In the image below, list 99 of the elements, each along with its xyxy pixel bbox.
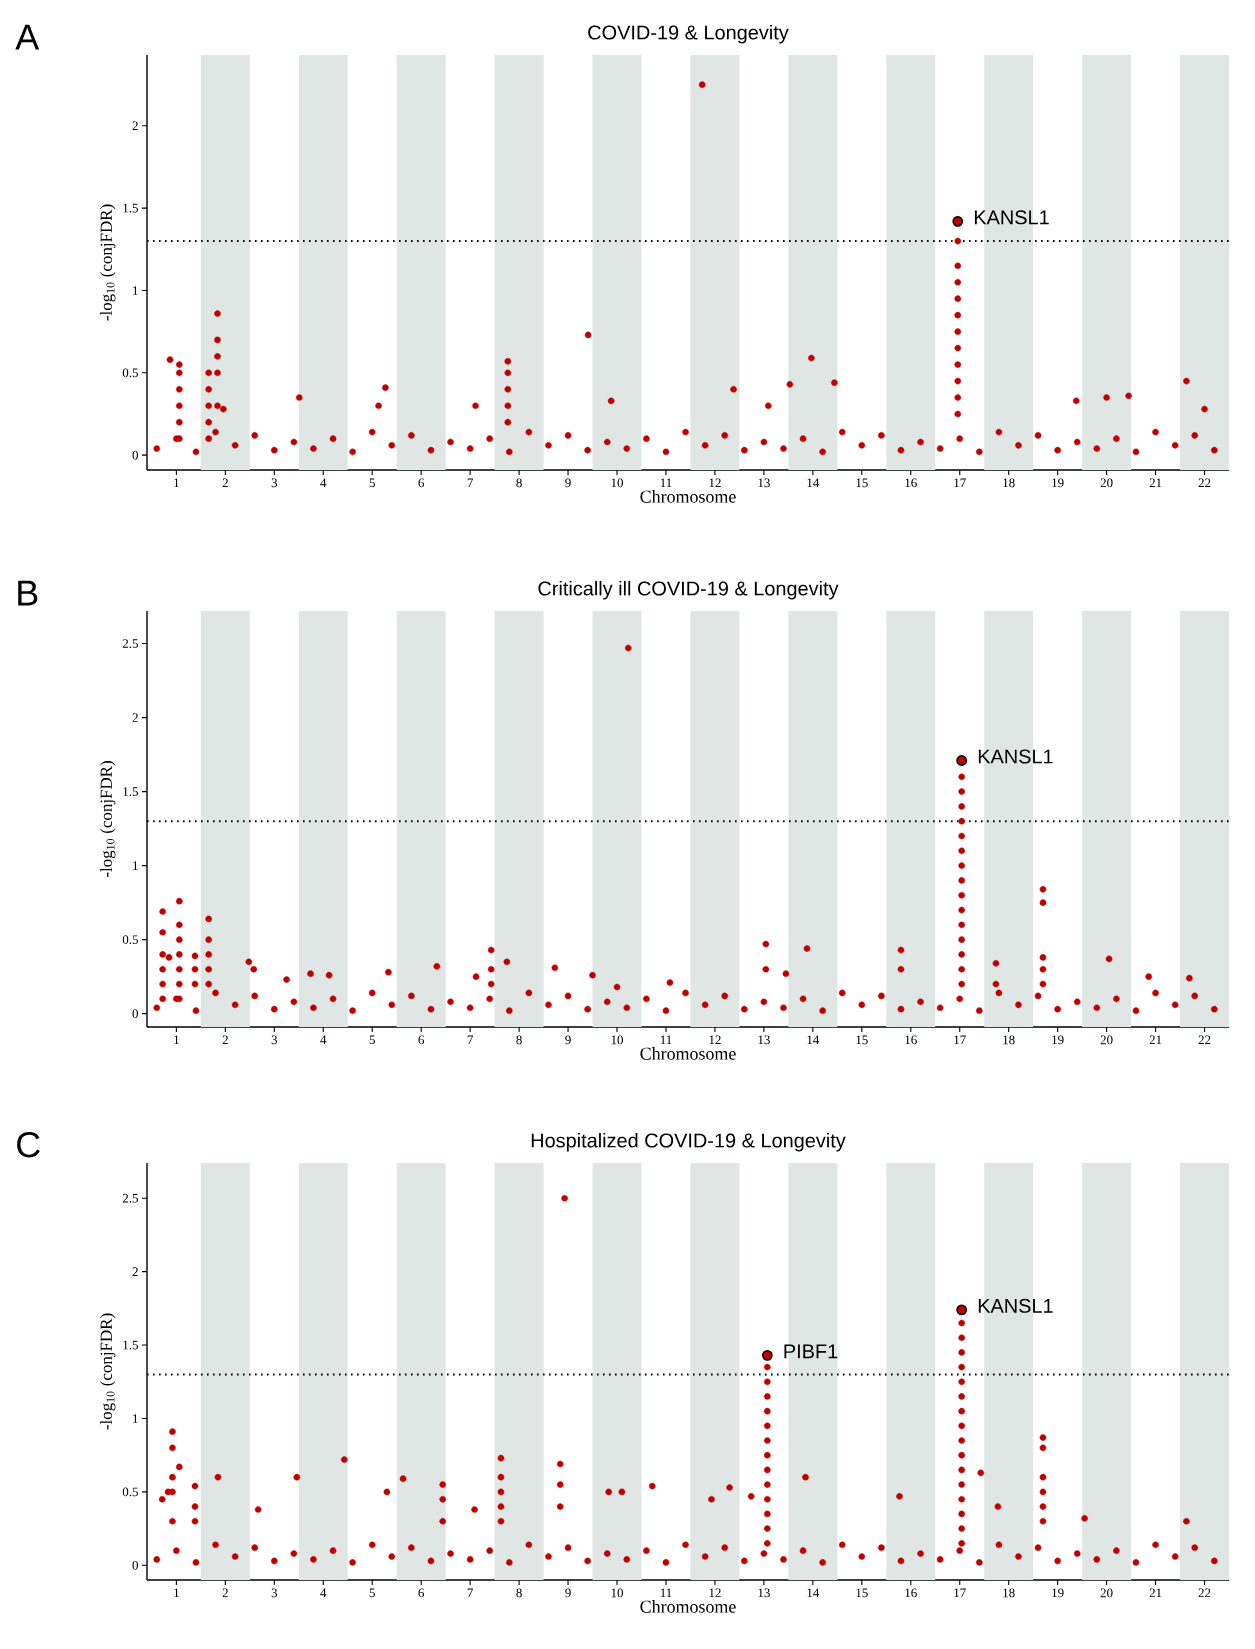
x-tick-label: 1 xyxy=(174,1588,179,1598)
x-tick-label: 12 xyxy=(709,478,721,488)
x-tick-label: 20 xyxy=(1100,478,1113,488)
x-axis-title: Chromosome xyxy=(640,490,736,503)
x-tick-label: 5 xyxy=(369,1035,375,1045)
x-tick-label: 13 xyxy=(758,478,770,488)
y-tick-label: 0 xyxy=(132,1560,138,1570)
y-tick-label: 2.5 xyxy=(122,639,138,648)
x-tick-label: 18 xyxy=(1003,1035,1015,1045)
y-tick-label: 1 xyxy=(133,286,138,295)
x-tick-label: 17 xyxy=(954,1035,966,1045)
annotation: KANSL1 xyxy=(974,210,1049,225)
x-tick-label: 7 xyxy=(467,1035,474,1044)
x-tick-label: 11 xyxy=(660,1588,672,1598)
y-tick-label: 0 xyxy=(132,450,138,460)
x-tick-label: 9 xyxy=(565,1588,571,1598)
x-tick-label: 17 xyxy=(954,1588,966,1598)
x-tick-label: 11 xyxy=(660,1035,672,1045)
x-tick-label: 15 xyxy=(856,1588,868,1598)
x-tick-label: 13 xyxy=(758,1588,770,1598)
x-tick-label: 4 xyxy=(320,478,327,488)
y-tick-label: 1 xyxy=(133,861,138,870)
chart-title: Critically ill COVID-19 & Longevity xyxy=(538,580,839,600)
y-tick-label: 2 xyxy=(132,1267,138,1276)
x-tick-label: 21 xyxy=(1149,1588,1162,1598)
x-tick-label: 9 xyxy=(565,478,571,488)
x-tick-label: 22 xyxy=(1198,1035,1211,1045)
x-tick-label: 6 xyxy=(418,1035,425,1045)
x-tick-label: 16 xyxy=(905,478,917,488)
annotation: KANSL1 xyxy=(978,1298,1053,1313)
y-tick-label: 2.5 xyxy=(122,1193,138,1203)
x-tick-label: 8 xyxy=(516,478,522,488)
x-axis-title: Chromosome xyxy=(640,1047,736,1060)
x-tick-label: 15 xyxy=(856,478,868,488)
x-tick-label: 7 xyxy=(467,478,474,487)
x-tick-label: 8 xyxy=(516,1588,522,1598)
x-tick-label: 15 xyxy=(856,1035,868,1045)
y-axis-title: -log$_{10}$ (conjFDR) xyxy=(100,761,116,877)
x-tick-label: 19 xyxy=(1052,1035,1064,1045)
x-tick-label: 12 xyxy=(709,1035,721,1045)
y-axis-title: -log$_{10}$ (conjFDR) xyxy=(100,1313,116,1430)
y-axis-title: -log$_{10}$ (conjFDR) xyxy=(100,204,116,321)
y-tick-label: 0 xyxy=(132,1009,138,1019)
x-tick-label: 3 xyxy=(271,1035,278,1045)
text: B xyxy=(18,580,38,606)
x-tick-label: 6 xyxy=(418,1588,425,1598)
x-tick-label: 12 xyxy=(709,1588,721,1598)
y-tick-label: 1.5 xyxy=(123,787,138,796)
chart-title: Hospitalized COVID-19 & Longevity xyxy=(531,1132,846,1152)
x-tick-label: 4 xyxy=(320,1588,327,1598)
x-axis-title: Chromosome xyxy=(640,1600,736,1613)
x-tick-label: 4 xyxy=(320,1035,327,1045)
text: A xyxy=(15,24,40,50)
text: C xyxy=(17,1132,40,1158)
x-tick-label: 14 xyxy=(807,1588,820,1598)
x-tick-label: 8 xyxy=(516,1035,522,1045)
x-tick-label: 11 xyxy=(660,478,672,488)
chart-title: COVID-19 & Longevity xyxy=(588,24,789,44)
y-tick-label: 1.5 xyxy=(123,1340,138,1350)
x-tick-label: 1 xyxy=(174,1035,179,1045)
x-tick-label: 20 xyxy=(1100,1588,1113,1598)
x-tick-label: 19 xyxy=(1052,478,1064,488)
y-tick-label: 0.5 xyxy=(122,368,138,378)
annotation: KANSL1 xyxy=(978,749,1053,764)
x-tick-label: 13 xyxy=(758,1035,770,1045)
x-tick-label: 20 xyxy=(1100,1035,1113,1045)
x-tick-label: 2 xyxy=(222,1035,228,1045)
x-tick-label: 10 xyxy=(611,1035,623,1045)
x-tick-label: 6 xyxy=(418,478,425,488)
x-tick-label: 14 xyxy=(807,1035,820,1045)
x-tick-label: 17 xyxy=(954,478,966,488)
x-tick-label: 10 xyxy=(611,1588,623,1598)
x-tick-label: 9 xyxy=(565,1035,571,1045)
x-tick-label: 3 xyxy=(271,1588,278,1598)
x-tick-label: 2 xyxy=(222,478,228,488)
y-tick-label: 2 xyxy=(132,121,138,131)
annotation: PIBF1 xyxy=(784,1344,838,1359)
x-tick-label: 18 xyxy=(1003,1588,1015,1598)
x-tick-label: 5 xyxy=(369,1588,375,1598)
y-tick-label: 1.5 xyxy=(123,203,138,213)
x-tick-label: 7 xyxy=(467,1588,474,1597)
x-tick-label: 18 xyxy=(1003,478,1015,488)
y-tick-label: 1 xyxy=(133,1414,138,1423)
x-tick-label: 14 xyxy=(807,478,820,488)
x-tick-label: 10 xyxy=(611,478,623,488)
x-tick-label: 22 xyxy=(1198,478,1211,488)
y-tick-label: 0.5 xyxy=(122,935,138,945)
x-tick-label: 5 xyxy=(369,478,375,488)
x-tick-label: 21 xyxy=(1149,478,1162,488)
x-tick-label: 16 xyxy=(905,1035,917,1045)
x-tick-label: 22 xyxy=(1198,1588,1211,1598)
y-tick-label: 0.5 xyxy=(122,1487,138,1497)
x-tick-label: 3 xyxy=(271,478,278,488)
x-tick-label: 2 xyxy=(222,1588,228,1598)
x-tick-label: 1 xyxy=(174,478,179,488)
x-tick-label: 21 xyxy=(1149,1035,1162,1045)
y-tick-label: 2 xyxy=(132,713,138,722)
x-tick-label: 19 xyxy=(1052,1588,1064,1598)
x-tick-label: 16 xyxy=(905,1588,917,1598)
